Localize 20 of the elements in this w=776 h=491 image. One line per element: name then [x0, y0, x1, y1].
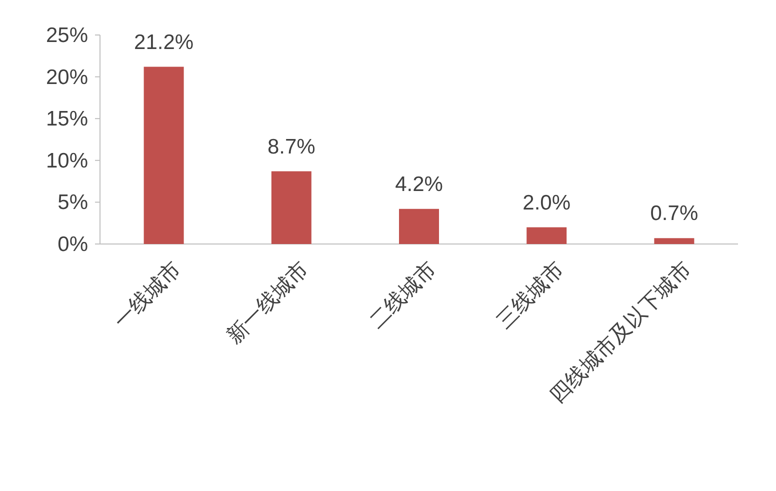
- bar: [399, 208, 439, 244]
- y-tick-label: 15%: [46, 108, 88, 131]
- data-label: 8.7%: [267, 135, 316, 158]
- data-label: 0.7%: [650, 202, 698, 226]
- x-tick-label: 三线城市: [492, 257, 568, 334]
- y-tick-label: 5%: [58, 191, 88, 214]
- bar: [144, 66, 184, 244]
- data-label: 4.2%: [395, 172, 443, 196]
- bar: [271, 171, 312, 244]
- y-tick-label: 10%: [46, 149, 88, 172]
- x-tick-label: 新一线城市: [222, 257, 314, 348]
- x-tick-label: 一线城市: [110, 257, 186, 334]
- data-label: 2.0%: [522, 191, 571, 214]
- y-tick-label: 25%: [46, 24, 88, 47]
- bar: [526, 227, 567, 244]
- data-label: 21.2%: [134, 30, 194, 54]
- x-tick-label: 二线城市: [365, 257, 441, 334]
- y-tick-label: 20%: [46, 66, 88, 89]
- y-tick-label: 0%: [58, 233, 88, 256]
- bar: [654, 238, 694, 244]
